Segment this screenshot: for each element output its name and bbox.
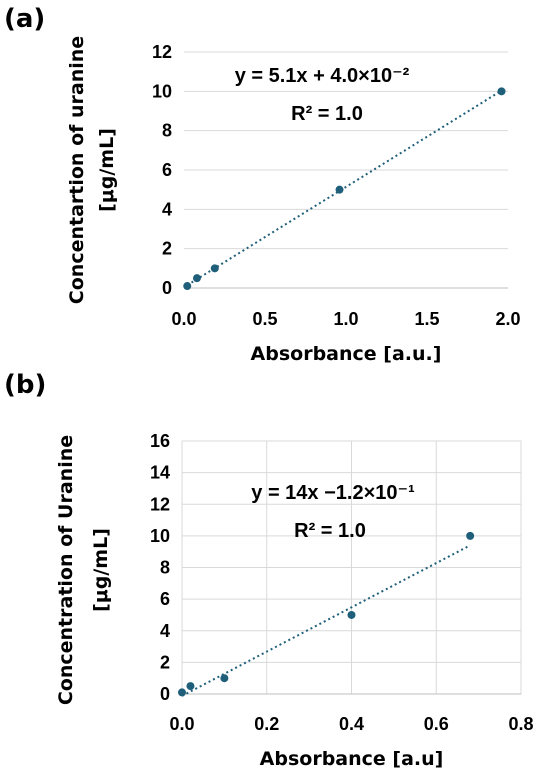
panel-a-label: (a) [4, 4, 46, 34]
data-point [192, 274, 201, 283]
equation-label: y = 5.1x + 4.0×10⁻² [235, 65, 410, 87]
y-tick-label: 4 [160, 621, 170, 641]
y-axis-unit: [μg/mL] [90, 528, 112, 612]
y-tick-label: 12 [152, 42, 172, 62]
y-tick-label: 12 [150, 494, 170, 514]
x-tick-label: 2.0 [495, 309, 520, 329]
data-point [220, 674, 229, 683]
panel-b-label: (b) [4, 370, 47, 400]
trendline [186, 89, 503, 287]
equation-label: R² = 1.0 [291, 103, 363, 125]
chart-panel-1: 0 2 4 6 8 10 12 14 16 0.0 0.2 0.4 0.6 0.8 y = 14x −1.2… [55, 431, 534, 770]
data-point [497, 87, 506, 96]
x-tick-label: 0.6 [424, 714, 449, 734]
x-tick-label: 1.5 [414, 309, 439, 329]
chart-panel-0: 0 2 4 6 8 10 12 0.0 0.5 1.0 1.5 2.0 y = 5.1x + 4.0×1… [66, 36, 521, 365]
data-point [210, 264, 219, 273]
y-tick-label: 2 [162, 239, 172, 259]
x-tick-label: 1.0 [333, 309, 358, 329]
data-point [335, 185, 344, 194]
data-point [178, 688, 186, 697]
data-point [186, 682, 195, 691]
y-tick-label: 14 [150, 463, 170, 483]
y-tick-label: 10 [150, 526, 170, 546]
y-tick-label: 8 [162, 121, 172, 141]
x-tick-label: 0.0 [171, 309, 196, 329]
equation-label: y = 14x −1.2×10⁻¹ [251, 482, 415, 504]
y-tick-label: 4 [162, 199, 172, 219]
data-point [183, 282, 192, 291]
x-tick-label: 0.8 [508, 714, 533, 734]
y-axis-title: Concentration of Uranine [55, 435, 77, 705]
y-tick-label: 6 [160, 589, 170, 609]
trendline [181, 544, 471, 697]
y-tick-label: 2 [160, 652, 170, 672]
y-axis-unit: [μg/mL] [96, 128, 118, 212]
x-axis-title: Absorbance [a.u.] [251, 343, 442, 365]
x-tick-label: 0.5 [252, 309, 277, 329]
y-tick-label: 16 [150, 431, 170, 451]
y-tick-label: 10 [152, 81, 172, 101]
y-tick-label: 8 [160, 558, 170, 578]
x-axis-title: Absorbance [a.u] [260, 748, 444, 770]
equation-label: R² = 1.0 [294, 520, 366, 542]
data-point [466, 531, 475, 540]
y-axis-title: Concentartion of uranine [66, 36, 88, 304]
y-tick-label: 0 [160, 684, 170, 704]
x-tick-label: 0.2 [254, 714, 279, 734]
data-point [347, 610, 356, 619]
y-tick-label: 6 [162, 160, 172, 180]
y-tick-label: 0 [162, 278, 172, 298]
x-tick-label: 0.4 [339, 714, 364, 734]
x-tick-label: 0.0 [169, 714, 194, 734]
